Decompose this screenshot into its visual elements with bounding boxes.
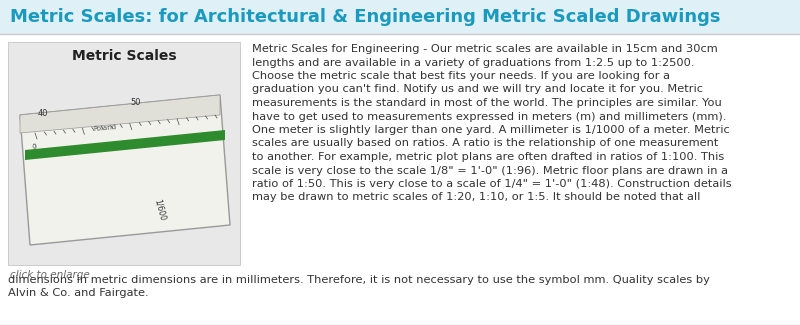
Text: measurements is the standard in most of the world. The principles are similar. Y: measurements is the standard in most of … [252, 98, 722, 108]
Text: have to get used to measurements expressed in meters (m) and millimeters (mm).: have to get used to measurements express… [252, 111, 726, 122]
Text: Choose the metric scale that best fits your needs. If you are looking for a: Choose the metric scale that best fits y… [252, 71, 670, 81]
Bar [8, 42, 240, 265]
Bar [0, 0, 800, 34]
Text: to another. For example, metric plot plans are often drafted in ratios of 1:100.: to another. For example, metric plot pla… [252, 152, 724, 162]
Text: graduation you can't find. Notify us and we will try and locate it for you. Metr: graduation you can't find. Notify us and… [252, 84, 703, 95]
Text: dimensions in metric dimensions are in millimeters. Therefore, it is not necessa: dimensions in metric dimensions are in m… [8, 275, 710, 285]
Polygon shape [20, 95, 230, 245]
Text: ratio of 1:50. This is very close to a scale of 1/4" = 1'-0" (1:48). Constructio: ratio of 1:50. This is very close to a s… [252, 179, 732, 189]
Polygon shape [25, 130, 225, 160]
Text: scales are usually based on ratios. A ratio is the relationship of one measureme: scales are usually based on ratios. A ra… [252, 138, 718, 149]
Text: Alvin & Co. and Fairgate.: Alvin & Co. and Fairgate. [8, 289, 149, 298]
Text: lengths and are available in a variety of graduations from 1:2.5 up to 1:2500.: lengths and are available in a variety o… [252, 58, 694, 68]
Text: 50: 50 [130, 98, 141, 107]
Text: scale is very close to the scale 1/8" = 1'-0" (1:96). Metric floor plans are dra: scale is very close to the scale 1/8" = … [252, 165, 728, 176]
Polygon shape [20, 95, 220, 133]
Text: Metric Scales for Engineering - Our metric scales are available in 15cm and 30cm: Metric Scales for Engineering - Our metr… [252, 44, 718, 54]
Text: Metric Scales: Metric Scales [72, 49, 176, 63]
Text: 40: 40 [38, 109, 49, 118]
Text: click to enlarge: click to enlarge [10, 270, 90, 280]
Text: may be drawn to metric scales of 1:20, 1:10, or 1:5. It should be noted that all: may be drawn to metric scales of 1:20, 1… [252, 192, 700, 202]
Text: Metric Scales: for Architectural & Engineering Metric Scaled Drawings: Metric Scales: for Architectural & Engin… [10, 8, 721, 26]
Text: 1/600: 1/600 [153, 198, 167, 222]
Text: 0: 0 [32, 144, 38, 150]
Text: One meter is slightly larger than one yard. A millimeter is 1/1000 of a meter. M: One meter is slightly larger than one ya… [252, 125, 730, 135]
Text: Poland: Poland [93, 124, 117, 132]
